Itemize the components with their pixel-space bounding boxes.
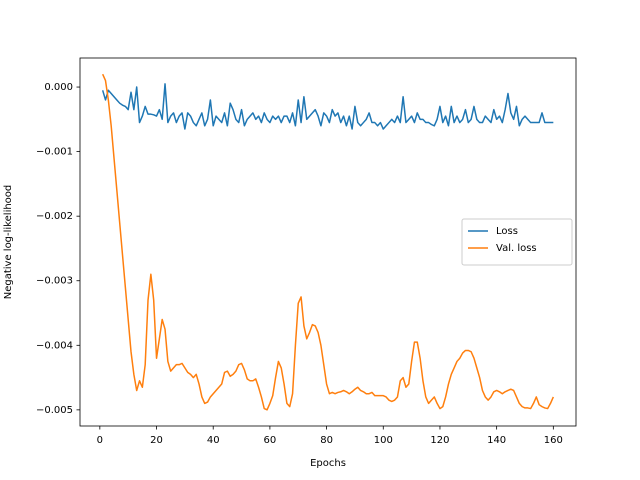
x-tick-label: 160 [544, 435, 563, 446]
y-tick-label: −0.002 [36, 211, 73, 222]
legend-label: Val. loss [496, 243, 537, 254]
x-axis-label: Epochs [310, 458, 346, 469]
series-line [101, 83, 554, 130]
plot-frame [79, 57, 577, 427]
x-tick-label: 120 [430, 435, 449, 446]
x-tick-label: 20 [150, 435, 163, 446]
x-tick-label: 0 [97, 435, 103, 446]
y-tick-label: −0.003 [36, 276, 73, 287]
y-tick-label: −0.005 [36, 405, 73, 416]
y-tick-label: 0.000 [44, 82, 73, 93]
x-tick-label: 80 [320, 435, 333, 446]
x-tick-label: 40 [207, 435, 220, 446]
series-line [101, 73, 555, 411]
y-axis-label: Negative log-likelihood [3, 185, 14, 300]
x-tick-label: 140 [487, 435, 506, 446]
x-tick-label: 100 [374, 435, 393, 446]
y-tick-label: −0.004 [36, 340, 73, 351]
legend-label: Loss [496, 226, 518, 237]
legend-box [461, 218, 573, 266]
x-tick-label: 60 [264, 435, 277, 446]
y-tick-label: −0.001 [36, 147, 73, 158]
